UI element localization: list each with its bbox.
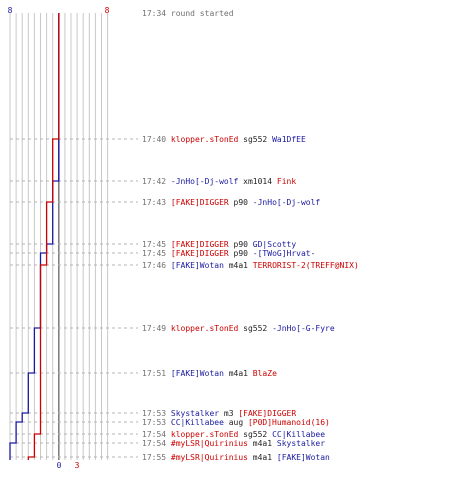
event-row: 17:43 [FAKE]DIGGER p90 -JnHo[-Dj-wolf (142, 198, 320, 207)
event-part-blue: CC|Killabee (267, 430, 325, 439)
event-part-red: klopper.sTonEd (166, 135, 238, 144)
event-part-blue: Skystalker (272, 439, 325, 448)
event-part-black: p90 (229, 198, 248, 207)
event-part-black: m3 (219, 409, 234, 418)
event-row: 17:34 round started (142, 9, 234, 18)
event-part-red: [FAKE]DIGGER (166, 249, 229, 258)
event-part-black: sg552 (238, 135, 267, 144)
event-part-blue: -JnHo[-Dj-wolf (166, 177, 238, 186)
blue-end-score: 0 (57, 461, 62, 470)
event-part-black: sg552 (238, 324, 267, 333)
event-time: 17:53 (142, 409, 166, 418)
event-time: 17:49 (142, 324, 166, 333)
event-time: 17:34 (142, 9, 166, 18)
blue-start-score: 8 (8, 6, 13, 15)
event-time: 17:45 (142, 240, 166, 249)
event-row: 17:55 #myLSR|Quirinius m4a1 [FAKE]Wotan (142, 453, 330, 462)
event-row: 17:53 CC|Killabee aug [P0D]Humanoid(16) (142, 418, 330, 427)
event-part-red: [FAKE]DIGGER (234, 409, 297, 418)
event-part-black: sg552 (238, 430, 267, 439)
event-part-blue: -[TWoG]Hrvat- (248, 249, 315, 258)
event-part-black: xm1014 (238, 177, 272, 186)
event-row: 17:45 [FAKE]DIGGER p90 GD|Scotty (142, 240, 296, 249)
event-row: 17:53 Skystalker m3 [FAKE]DIGGER (142, 409, 296, 418)
score-labels: 8 8 0 3 (8, 6, 110, 470)
event-log: 17:34 round started 17:40 klopper.sTonEd … (142, 9, 359, 462)
event-part-red: Fink (272, 177, 296, 186)
event-part-gray: round started (166, 9, 234, 18)
event-part-blue: Skystalker (166, 409, 219, 418)
red-end-score: 3 (75, 461, 80, 470)
event-part-black: m4a1 (224, 369, 248, 378)
event-time: 17:42 (142, 177, 166, 186)
event-part-red: BlaZe (248, 369, 277, 378)
event-part-black: m4a1 (248, 439, 272, 448)
event-part-black: aug (224, 418, 243, 427)
event-row: 17:49 klopper.sTonEd sg552 -JnHo[-G-Fyre (142, 324, 335, 333)
event-row: 17:54 #myLSR|Quirinius m4a1 Skystalker (142, 439, 325, 448)
event-part-red: [FAKE]DIGGER (166, 240, 229, 249)
event-part-blue: GD|Scotty (248, 240, 296, 249)
red-start-score: 8 (105, 6, 110, 15)
event-part-red: klopper.sTonEd (166, 324, 238, 333)
event-part-black: p90 (229, 249, 248, 258)
event-part-red: [P0D]Humanoid(16) (243, 418, 330, 427)
event-part-black: m4a1 (248, 453, 272, 462)
event-time: 17:45 (142, 249, 166, 258)
event-part-blue: [FAKE]Wotan (166, 261, 224, 270)
event-part-blue: Wa1DfEE (267, 135, 306, 144)
event-row: 17:45 [FAKE]DIGGER p90 -[TWoG]Hrvat- (142, 249, 315, 258)
event-part-red: #myLSR|Quirinius (166, 453, 248, 462)
event-time: 17:55 (142, 453, 166, 462)
event-row: 17:46 [FAKE]Wotan m4a1 TERRORIST-2(TREFF… (142, 261, 359, 270)
grid-lines (9, 13, 109, 460)
event-part-blue: CC|Killabee (166, 418, 224, 427)
event-time: 17:51 (142, 369, 166, 378)
event-time: 17:53 (142, 418, 166, 427)
event-row: 17:40 klopper.sTonEd sg552 Wa1DfEE (142, 135, 306, 144)
event-part-red: klopper.sTonEd (166, 430, 238, 439)
event-part-blue: -JnHo[-G-Fyre (267, 324, 335, 333)
event-row: 17:42 -JnHo[-Dj-wolf xm1014 Fink (142, 177, 296, 186)
event-part-blue: -JnHo[-Dj-wolf (248, 198, 320, 207)
event-time: 17:43 (142, 198, 166, 207)
event-part-black: m4a1 (224, 261, 248, 270)
event-part-blue: [FAKE]Wotan (272, 453, 330, 462)
team-score-lines (9, 13, 60, 460)
event-time: 17:54 (142, 439, 166, 448)
event-part-black: p90 (229, 240, 248, 249)
event-time: 17:46 (142, 261, 166, 270)
event-row: 17:54 klopper.sTonEd sg552 CC|Killabee (142, 430, 325, 439)
event-row: 17:51 [FAKE]Wotan m4a1 BlaZe (142, 369, 277, 378)
event-time: 17:54 (142, 430, 166, 439)
red-team-line (27, 13, 60, 460)
event-part-blue: [FAKE]Wotan (166, 369, 224, 378)
event-part-red: TERRORIST-2(TREFF@NIX) (248, 261, 359, 270)
event-time: 17:40 (142, 135, 166, 144)
event-part-red: #myLSR|Quirinius (166, 439, 248, 448)
event-part-red: [FAKE]DIGGER (166, 198, 229, 207)
event-dash-lines (10, 138, 138, 458)
